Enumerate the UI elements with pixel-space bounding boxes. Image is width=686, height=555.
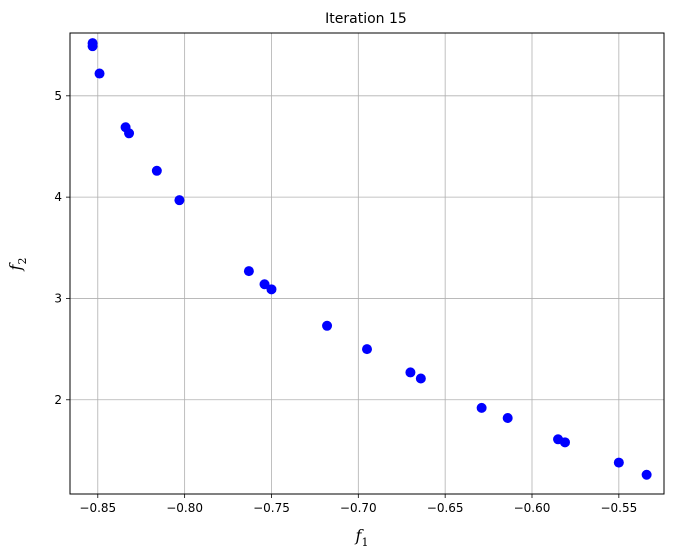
- data-point: [87, 41, 98, 52]
- y-tick-label: 4: [54, 190, 62, 204]
- data-point: [560, 437, 570, 448]
- x-tick-label: −0.80: [166, 501, 203, 515]
- data-point: [266, 284, 277, 295]
- y-axis-label: f2: [6, 258, 29, 272]
- data-point: [362, 344, 372, 355]
- y-tick-label: 3: [54, 291, 62, 305]
- x-tick-label: −0.60: [514, 501, 551, 515]
- data-point: [641, 469, 652, 480]
- chart-title: Iteration 15: [325, 11, 407, 27]
- data-point: [151, 165, 162, 176]
- y-tick-label: 2: [54, 393, 62, 407]
- data-point: [174, 195, 185, 206]
- x-tick-label: −0.55: [600, 501, 637, 515]
- x-tick-label: −0.70: [340, 501, 377, 515]
- x-tick-label: −0.75: [253, 501, 290, 515]
- data-point: [94, 68, 105, 79]
- points: [87, 38, 652, 480]
- data-point: [476, 402, 487, 413]
- x-axis-ticks: −0.85 −0.80 −0.75 −0.70 −0.65 −0.60 −0.55: [79, 494, 637, 515]
- data-point: [243, 266, 254, 277]
- data-point: [259, 279, 270, 290]
- data-point: [322, 320, 333, 331]
- data-point: [613, 457, 624, 468]
- x-axis-label: f1: [355, 526, 369, 549]
- data-point: [124, 128, 135, 139]
- data-point: [415, 373, 426, 384]
- y-tick-label: 5: [54, 89, 62, 103]
- x-tick-label: −0.85: [79, 501, 116, 515]
- y-axis-ticks: 2 3 4 5: [54, 89, 70, 407]
- data-point: [405, 367, 416, 378]
- x-tick-label: −0.65: [427, 501, 464, 515]
- data-point: [502, 413, 513, 424]
- plot-frame: [69, 32, 665, 495]
- grid: [70, 33, 664, 494]
